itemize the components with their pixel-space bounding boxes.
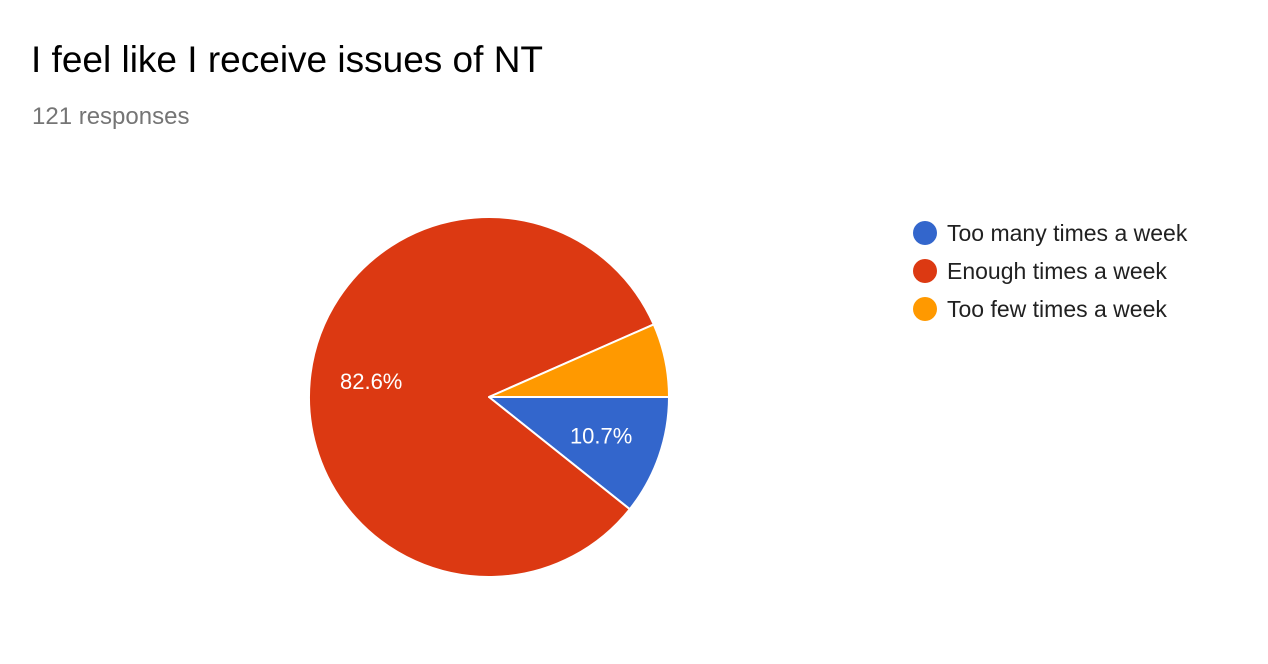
legend-label: Enough times a week	[947, 257, 1167, 284]
pie-slice-1[interactable]	[308, 216, 655, 578]
legend-item-1[interactable]: Enough times a week	[913, 252, 1187, 290]
legend-label: Too many times a week	[947, 219, 1188, 246]
legend-item-2[interactable]: Too few times a week	[913, 290, 1187, 328]
legend-swatch-icon	[913, 297, 937, 321]
slice-label-0: 10.7%	[570, 424, 632, 449]
legend-label: Too few times a week	[947, 295, 1167, 322]
chart-legend: Too many times a week Enough times a week…	[913, 214, 1187, 328]
legend-swatch-icon	[913, 221, 937, 245]
legend-item-0[interactable]: Too many times a week	[913, 214, 1187, 252]
pie-slice-0[interactable]	[488, 396, 670, 511]
response-count: 121 responses	[32, 103, 190, 130]
slice-label-1: 82.6%	[340, 369, 402, 394]
chart-title: I feel like I receive issues of NT	[31, 39, 544, 80]
legend-swatch-icon	[913, 259, 937, 283]
pie-slice-2[interactable]	[488, 323, 670, 398]
